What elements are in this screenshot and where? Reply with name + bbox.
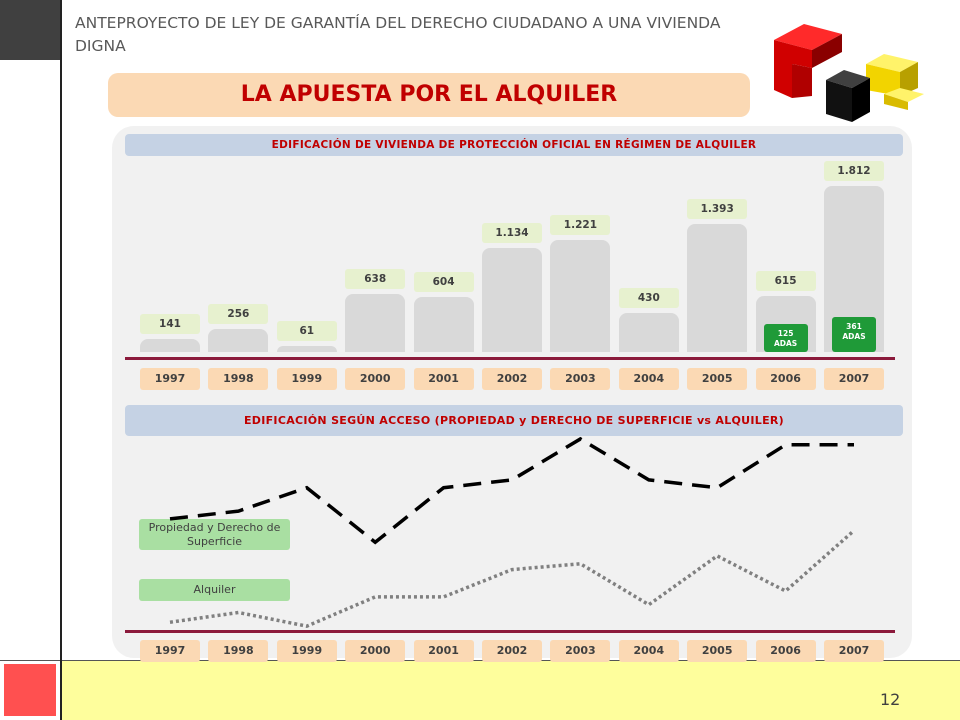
year-label: 2003 <box>550 368 611 390</box>
corner-block-top <box>0 0 60 60</box>
adas-value: 361 <box>846 322 862 332</box>
bar <box>482 248 542 352</box>
bar <box>618 312 679 352</box>
bar <box>345 293 406 352</box>
adas-unit: ADAS <box>773 339 798 348</box>
bar <box>208 328 269 352</box>
legend-alquiler: Alquiler <box>139 579 290 601</box>
year-label: 2001 <box>413 368 474 390</box>
year-label: 1999 <box>276 640 337 662</box>
adas-annotation: 125 ADAS <box>763 324 808 352</box>
adas-value: 125 <box>777 329 794 338</box>
year-label: 1998 <box>208 368 269 390</box>
page-number: 12 <box>880 690 901 709</box>
year-label: 1997 <box>140 640 200 662</box>
corner-red-square <box>4 664 56 716</box>
3d-cubes-logo-icon <box>774 24 924 122</box>
bar-value-label: 1.134 <box>482 223 542 244</box>
bar <box>413 296 474 352</box>
year-label: 2004 <box>618 640 679 662</box>
adas-unit: ADAS <box>842 332 866 342</box>
bar <box>140 339 200 352</box>
adas-annotation: 361 ADAS <box>832 317 876 352</box>
line-chart-baseline <box>125 630 895 633</box>
document-title: ANTEPROYECTO DE LEY DE GARANTÍA DEL DERE… <box>75 14 721 55</box>
year-label: 2005 <box>687 368 748 390</box>
footer-band <box>62 660 960 720</box>
year-label: 2007 <box>824 368 884 390</box>
legend-propiedad: Propiedad y Derecho de Superficie <box>139 519 290 550</box>
left-divider <box>60 0 62 720</box>
year-label: 2000 <box>345 640 406 662</box>
bar <box>276 346 337 352</box>
bar <box>687 224 748 352</box>
bar-value-label: 141 <box>140 314 200 335</box>
bar-value-label: 1.812 <box>824 161 884 181</box>
bar-chart-baseline <box>125 357 895 360</box>
bar-value-label: 604 <box>413 271 474 292</box>
year-label: 2006 <box>755 640 816 662</box>
year-label: 1999 <box>276 368 337 390</box>
year-label: 2002 <box>482 640 542 662</box>
year-label: 2006 <box>755 368 816 390</box>
year-label: 2003 <box>550 640 611 662</box>
bar-chart-title: EDIFICACIÓN DE VIVIENDA DE PROTECCIÓN OF… <box>125 134 903 156</box>
year-label: 2001 <box>413 640 474 662</box>
bar-value-label: 1.221 <box>550 215 611 236</box>
year-label: 2000 <box>345 368 406 390</box>
year-label: 2004 <box>618 368 679 390</box>
line-chart-title: EDIFICACIÓN SEGÚN ACCESO (PROPIEDAD y DE… <box>125 405 903 436</box>
bar-value-label: 615 <box>755 270 816 291</box>
year-label: 2005 <box>687 640 748 662</box>
section-header <box>108 73 750 117</box>
bar-value-label: 1.393 <box>687 199 748 220</box>
bar-value-label: 430 <box>618 287 679 308</box>
bar-value-label: 61 <box>276 321 337 341</box>
year-label: 1997 <box>140 368 200 390</box>
year-label: 2007 <box>824 640 884 662</box>
section-title: LA APUESTA POR EL ALQUILER <box>240 82 618 107</box>
bar <box>550 240 611 352</box>
bar-value-label: 638 <box>345 268 406 289</box>
bar-value-label: 256 <box>208 303 269 324</box>
year-label: 1998 <box>208 640 269 662</box>
year-label: 2002 <box>482 368 542 390</box>
